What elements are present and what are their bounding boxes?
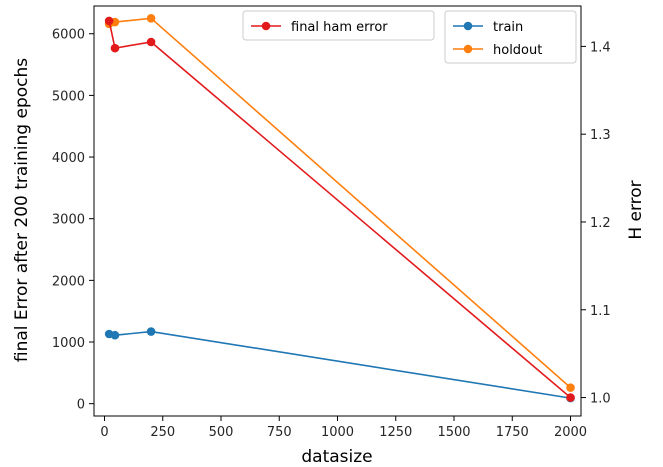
legend-frame: [242, 10, 435, 41]
x-tick-label: 500: [209, 425, 234, 440]
legend-marker: [261, 21, 271, 31]
left-y-axis-ticks: 0 1000 2000 3000 4000 5000 6000: [52, 28, 94, 413]
series-layer: [104, 14, 575, 403]
x-axis-label: datasize: [301, 447, 372, 467]
x-tick-label: 0: [100, 425, 108, 440]
right-y-tick-label: 1.4: [590, 40, 611, 55]
legend-marker: [463, 44, 473, 54]
right-y-axis-ticks: 1.0 1.1 1.2 1.3 1.4: [581, 40, 611, 407]
x-tick-label: 1000: [321, 425, 354, 440]
x-tick-label: 250: [150, 425, 175, 440]
left-y-tick-label: 2000: [52, 274, 85, 289]
data-point-train: [110, 330, 120, 340]
left-y-tick-label: 5000: [52, 89, 85, 104]
x-tick-label: 1250: [379, 425, 412, 440]
left-y-tick-label: 6000: [52, 28, 85, 43]
legend-train-holdout: train holdout: [444, 10, 577, 64]
left-y-tick-label: 1000: [52, 336, 85, 351]
legend-frame: [444, 10, 577, 64]
legend-label: final ham error: [291, 20, 388, 35]
right-y-tick-label: 1.0: [590, 392, 611, 407]
x-axis-ticks: 0 250 500 750 1000 1250 1500 1750 2000: [100, 416, 587, 440]
data-point-final-ham-error: [104, 16, 114, 26]
x-tick-label: 1750: [496, 425, 529, 440]
data-point-holdout: [146, 14, 156, 23]
left-y-tick-label: 4000: [52, 151, 85, 166]
legend-marker: [463, 21, 473, 31]
right-y-tick-label: 1.3: [590, 128, 611, 143]
left-y-tick-label: 3000: [52, 213, 85, 228]
data-point-holdout: [566, 383, 575, 392]
data-point-train: [146, 327, 156, 336]
series-final-ham-error: [104, 16, 575, 402]
right-y-tick-label: 1.2: [590, 216, 611, 231]
legend-ham-error: final ham error: [242, 10, 435, 41]
data-point-final-ham-error: [110, 43, 120, 53]
left-y-axis-label: final Error after 200 training epochs: [12, 58, 32, 362]
x-tick-label: 2000: [554, 425, 587, 440]
data-point-final-ham-error: [146, 37, 156, 47]
x-tick-label: 750: [267, 425, 292, 440]
legend-label: holdout: [493, 43, 542, 58]
series-line-final-ham-error: [108, 20, 572, 399]
legend-label: train: [493, 20, 523, 35]
x-tick-label: 1500: [437, 425, 470, 440]
right-y-axis-label: H error: [626, 180, 646, 239]
right-y-tick-label: 1.1: [590, 304, 611, 319]
left-y-tick-label: 0: [77, 398, 85, 413]
data-point-final-ham-error: [566, 393, 575, 402]
